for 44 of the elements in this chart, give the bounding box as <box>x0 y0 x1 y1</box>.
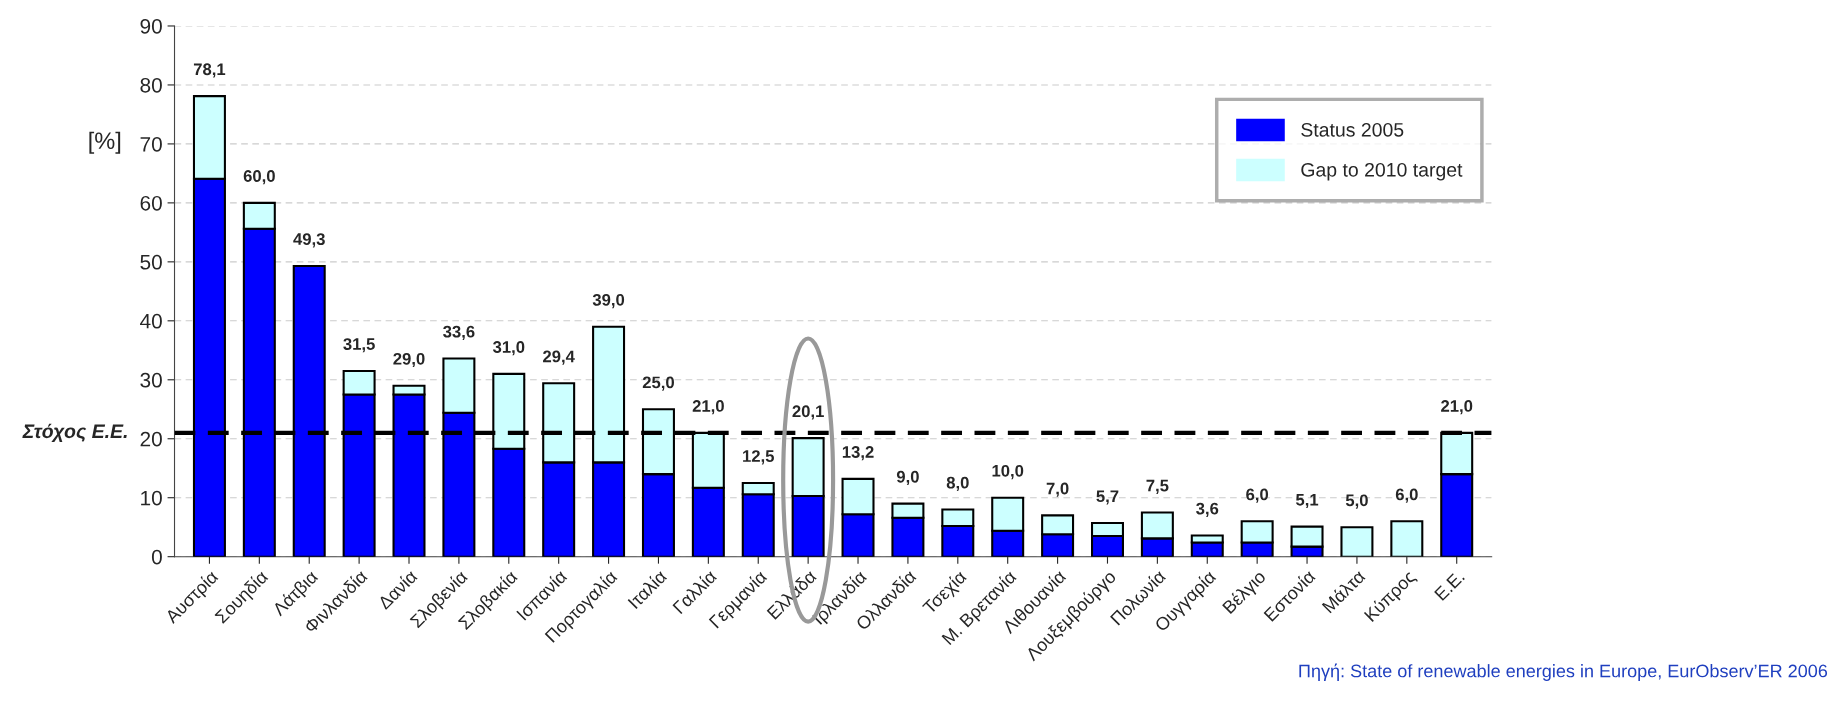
y-tick-label: 60 <box>140 195 162 211</box>
total-label: 49,3 <box>293 233 325 248</box>
total-label: 13,2 <box>842 446 874 461</box>
y-tick-label: 40 <box>140 313 162 329</box>
y-axis-title: [%] <box>89 131 121 154</box>
total-label: 10,0 <box>992 464 1024 480</box>
y-tick-label: 90 <box>140 18 162 34</box>
total-label: 20,1 <box>792 405 824 420</box>
total-label: 3,6 <box>1196 502 1219 517</box>
total-label: 29,0 <box>393 352 425 368</box>
total-label: 7,0 <box>1046 482 1069 497</box>
y-tick-label: 80 <box>140 77 162 93</box>
y-tick-label: 30 <box>140 372 162 388</box>
total-label: 7,5 <box>1146 479 1169 494</box>
total-label: 31,0 <box>492 341 525 356</box>
total-label: 39,0 <box>592 293 625 309</box>
total-label: 5,0 <box>1345 494 1368 509</box>
x-tick-label: Ε.Ε. <box>1434 570 1465 601</box>
legend-label: Status 2005 <box>1301 122 1404 137</box>
bar <box>1340 526 1374 557</box>
y-tick-label: 70 <box>140 136 162 152</box>
total-label: 33,6 <box>443 325 475 340</box>
total-label: 5,1 <box>1295 494 1319 509</box>
total-label: 9,0 <box>896 470 919 486</box>
y-tick-label: 0 <box>151 549 162 565</box>
total-label: 78,1 <box>193 63 226 78</box>
total-label: 6,0 <box>1395 488 1418 503</box>
legend-label: Gap to 2010 target <box>1301 162 1463 181</box>
text: Πηγή: State of renewable energies in Europe, EurObserv’ER 2006 <box>1299 663 1828 681</box>
total-label: 12,5 <box>743 450 774 465</box>
y-tick-label: 50 <box>140 254 162 270</box>
total-label: 29,4 <box>543 350 575 365</box>
total-label: 31,5 <box>343 338 375 353</box>
y-tick-label: 10 <box>141 490 162 506</box>
total-label: 21,0 <box>1441 400 1473 415</box>
total-label: 60,0 <box>243 170 275 185</box>
ref-line-label: Στόχος Ε.Ε. <box>22 423 127 443</box>
total-label: 5,7 <box>1096 490 1119 505</box>
bar <box>1390 520 1424 557</box>
total-label: 21,0 <box>692 400 724 415</box>
total-label: 8,0 <box>946 476 969 491</box>
total-label: 6,0 <box>1246 488 1269 503</box>
y-tick-label: 20 <box>140 431 162 447</box>
total-label: 25,0 <box>642 376 674 391</box>
